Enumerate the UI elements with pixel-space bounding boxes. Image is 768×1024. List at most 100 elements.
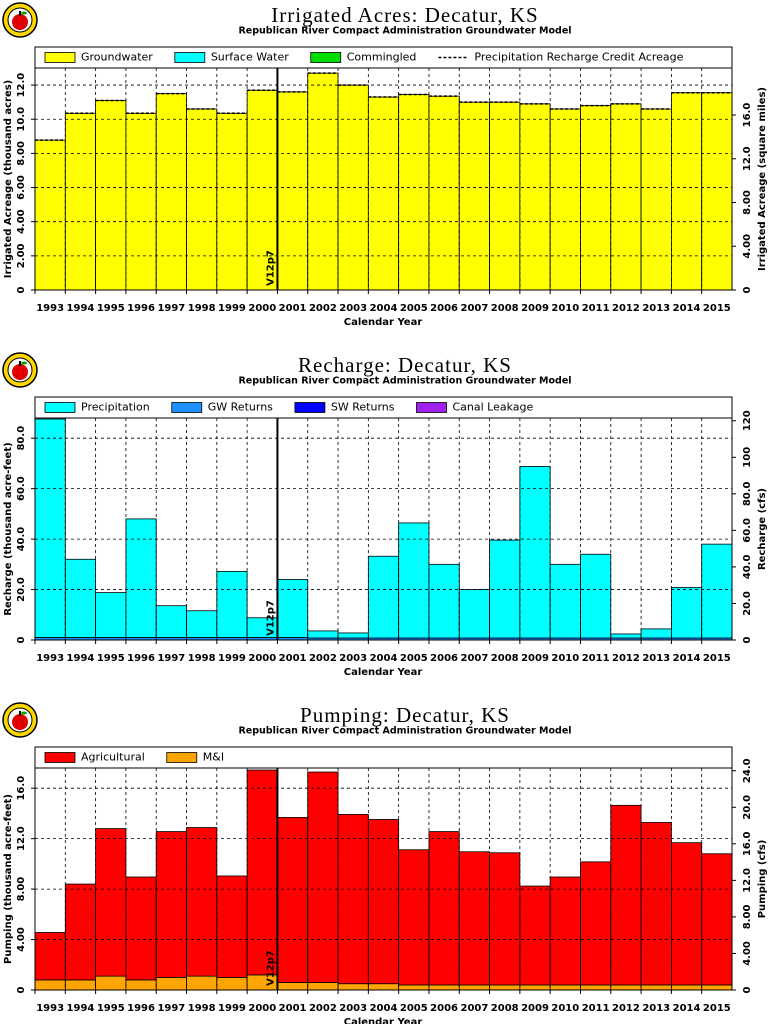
bar — [428, 95, 460, 291]
x-tick-label: 1993 — [36, 1003, 64, 1014]
y-tick-label: 60.0 — [16, 476, 27, 501]
y2-tick-label: 8.00 — [742, 905, 753, 930]
bar — [489, 984, 521, 991]
bar — [398, 522, 430, 639]
x-tick-label: 2004 — [370, 653, 398, 664]
logo-stem — [19, 361, 21, 366]
bar — [186, 975, 218, 991]
bar — [549, 563, 581, 639]
bar — [64, 979, 97, 991]
x-tick-label: 2010 — [551, 1003, 579, 1014]
x-tick-label: 2014 — [673, 303, 701, 314]
bar — [64, 883, 97, 981]
bar — [246, 769, 278, 976]
legend-label: Surface Water — [211, 51, 289, 64]
x-tick-label: 1993 — [36, 653, 64, 664]
bar — [367, 819, 400, 985]
y2-tick-label: 12.0 — [742, 868, 753, 893]
y2-tick-label: 120 — [742, 410, 753, 431]
legend-label: Groundwater — [81, 51, 153, 64]
x-tick-label: 2012 — [612, 303, 640, 314]
logo — [2, 2, 38, 38]
bar — [701, 543, 733, 639]
logo-leaf — [21, 361, 27, 365]
y2-tick-label: 40.0 — [742, 555, 753, 580]
y-tick-label: 20.0 — [16, 577, 27, 602]
x-tick-label: 1999 — [218, 653, 246, 664]
x-tick-label: 2005 — [400, 303, 428, 314]
y-axis-title: Pumping (thousand acre-feet) — [3, 794, 14, 964]
bar — [125, 112, 157, 291]
bar — [489, 539, 521, 639]
x-tick-label: 2012 — [612, 653, 640, 664]
y2-tick-label: 20.0 — [742, 795, 753, 820]
chart-subtitle: Republican River Compact Administration … — [238, 376, 571, 387]
x-tick-label: 2013 — [642, 303, 670, 314]
legend-label: Precipitation — [81, 401, 150, 414]
bar — [398, 94, 430, 291]
bar — [670, 842, 703, 986]
x-tick-label: 2008 — [491, 303, 519, 314]
x-tick-label: 2001 — [279, 653, 307, 664]
y2-tick-label: 12.0 — [742, 146, 753, 171]
bar — [307, 630, 339, 639]
y2-tick-label: 0 — [742, 286, 753, 293]
bar — [277, 817, 309, 983]
bar — [519, 984, 551, 991]
x-tick-label: 2012 — [612, 1003, 640, 1014]
x-tick-label: 2002 — [309, 303, 337, 314]
legend-swatch — [166, 752, 198, 763]
x-tick-label: 2001 — [279, 1003, 307, 1014]
bar — [155, 93, 187, 291]
logo — [2, 702, 38, 738]
x-tick-label: 2000 — [248, 303, 276, 314]
chart-subtitle: Republican River Compact Administration … — [238, 26, 571, 37]
logo-apple — [12, 364, 28, 380]
bar — [489, 852, 521, 986]
x-tick-label: 2015 — [703, 303, 731, 314]
x-tick-label: 2003 — [339, 653, 367, 664]
legend-swatch — [294, 402, 326, 413]
x-tick-label: 2001 — [279, 303, 307, 314]
chart-title: Recharge: Decatur, KS — [298, 353, 512, 377]
bar — [95, 100, 127, 291]
x-tick-label: 2011 — [582, 303, 610, 314]
bar — [701, 92, 733, 291]
legend-swatch — [310, 52, 342, 63]
y2-tick-label: 16.0 — [742, 103, 753, 128]
bar — [216, 112, 248, 291]
x-tick-label: 1999 — [218, 1003, 246, 1014]
bar — [610, 103, 642, 291]
legend-label: Precipitation Recharge Credit Acreage — [474, 51, 683, 64]
x-tick-label: 2008 — [491, 653, 519, 664]
bar — [701, 853, 733, 986]
y-tick-label: 8.00 — [16, 877, 27, 902]
x-tick-label: 2013 — [642, 1003, 670, 1014]
bar — [277, 91, 309, 291]
x-tick-label: 2013 — [642, 653, 670, 664]
x-tick-label: 1996 — [127, 653, 155, 664]
bar — [580, 553, 612, 639]
bar — [64, 112, 97, 291]
y2-tick-label: 100 — [742, 447, 753, 468]
x-tick-label: 1998 — [188, 653, 216, 664]
bar — [640, 628, 672, 639]
x-axis-title: Calendar Year — [344, 317, 423, 328]
bar — [610, 633, 642, 639]
bar — [549, 876, 581, 986]
bar — [580, 861, 612, 986]
y2-axis-title: Recharge (cfs) — [757, 488, 768, 570]
bar — [519, 885, 551, 986]
y-tick-label: 4.00 — [16, 927, 27, 952]
y2-tick-label: 8.00 — [742, 190, 753, 215]
bar — [125, 518, 157, 638]
bar — [34, 139, 66, 291]
x-tick-label: 1998 — [188, 303, 216, 314]
bar — [216, 976, 248, 991]
y2-axis-title: Pumping (cfs) — [757, 840, 768, 919]
bar — [216, 570, 248, 638]
y-tick-label: 0 — [16, 286, 27, 293]
y2-tick-label: 80.0 — [742, 481, 753, 506]
bar — [398, 984, 430, 991]
bar — [428, 563, 460, 639]
